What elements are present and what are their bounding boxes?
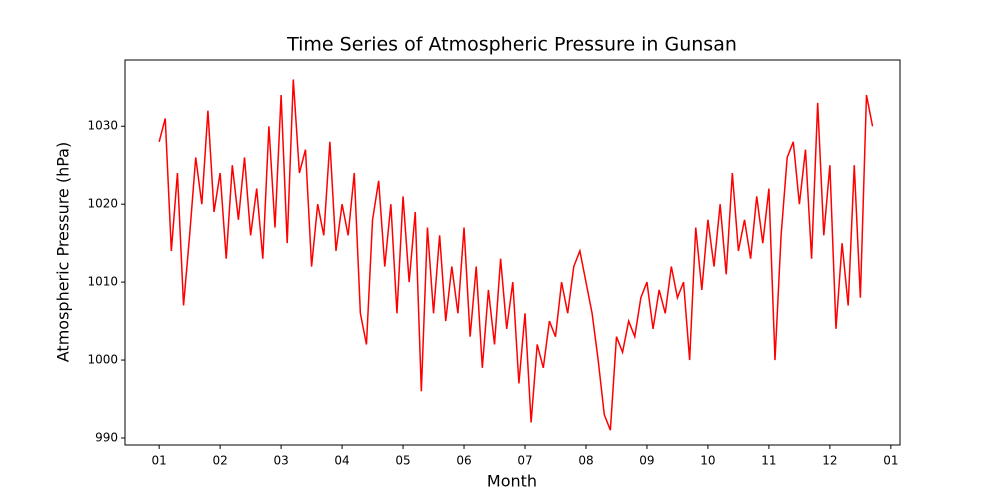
chart-title: Time Series of Atmospheric Pressure in G… bbox=[286, 34, 737, 56]
x-tick-label: 03 bbox=[273, 454, 288, 468]
y-tick-label: 1030 bbox=[87, 119, 118, 133]
y-tick-label: 1010 bbox=[87, 275, 118, 289]
x-tick-label: 06 bbox=[456, 454, 471, 468]
x-tick-label: 01 bbox=[152, 454, 167, 468]
y-tick-label: 1020 bbox=[87, 197, 118, 211]
x-tick-label: 01 bbox=[883, 454, 898, 468]
x-tick-label: 05 bbox=[395, 454, 410, 468]
x-tick-label: 04 bbox=[334, 454, 349, 468]
x-tick-label: 07 bbox=[517, 454, 532, 468]
x-tick-label: 11 bbox=[761, 454, 776, 468]
plot-frame bbox=[124, 59, 901, 446]
y-tick-label: 1000 bbox=[87, 353, 118, 367]
x-tick-label: 09 bbox=[639, 454, 654, 468]
x-tick-label: 08 bbox=[578, 454, 593, 468]
y-axis-label: Atmospheric Pressure (hPa) bbox=[54, 142, 73, 362]
x-tick-label: 12 bbox=[822, 454, 837, 468]
x-tick-label: 10 bbox=[700, 454, 715, 468]
data-line bbox=[158, 79, 874, 431]
x-axis-label: Month bbox=[487, 472, 537, 491]
x-tick-label: 02 bbox=[212, 454, 227, 468]
y-tick-label: 990 bbox=[95, 430, 118, 444]
